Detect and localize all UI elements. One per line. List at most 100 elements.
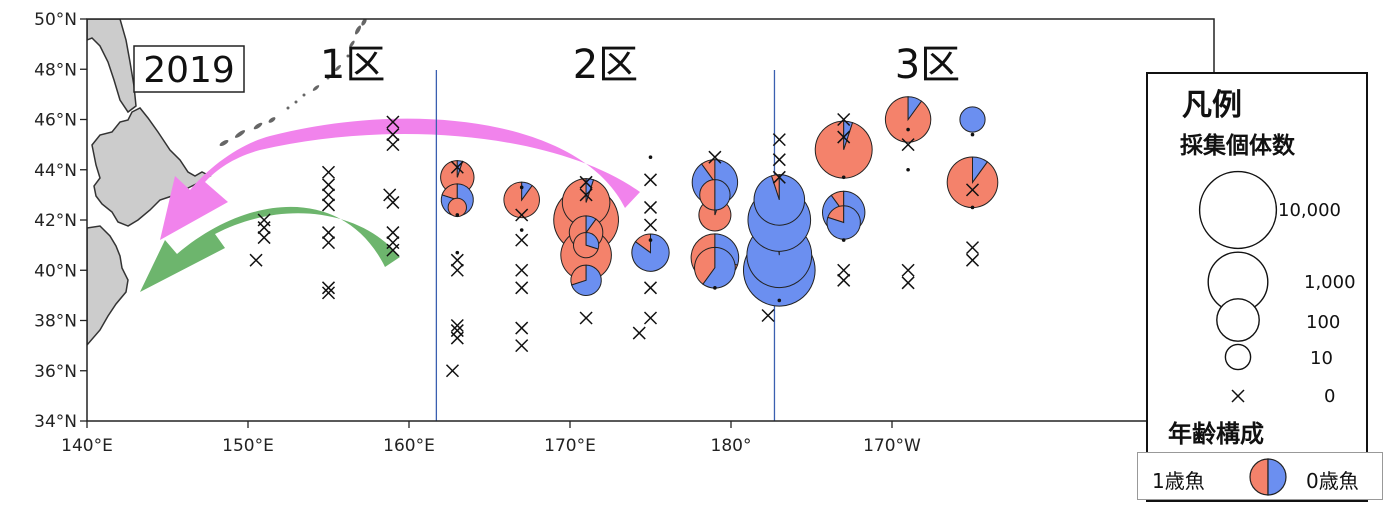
legend-size-label-0: 10,000 [1278, 200, 1341, 221]
legend-size-label-1: 1,000 [1304, 272, 1356, 293]
x-tick-label-2: 160°E [383, 436, 435, 456]
station-zero-catch [643, 311, 658, 325]
station-catch-pie [946, 156, 999, 209]
age1-half [1249, 458, 1269, 496]
station-catch-dot [906, 127, 910, 132]
station-zero-catch [643, 200, 658, 214]
station-zero-catch [321, 165, 336, 179]
y-tick-label-7: 48°N [34, 60, 77, 80]
station-zero-catch [772, 153, 786, 167]
station-zero-catch [386, 128, 400, 142]
x-tick-label-1: 150°E [222, 436, 274, 456]
station-catch-pie [826, 205, 861, 240]
station-zero-catch [772, 170, 786, 184]
station-zero-catch [837, 273, 851, 287]
station-catch-pie [699, 179, 731, 211]
legend-symbol-3 [1224, 343, 1252, 371]
y-tick-label-6: 46°N [34, 111, 77, 131]
x-tick-label-0: 140°E [61, 436, 113, 456]
station-catch-pie [884, 96, 932, 143]
station-zero-catch [321, 188, 336, 202]
station-zero-catch [450, 318, 464, 333]
station-zero-catch [632, 326, 646, 340]
station-markers [249, 96, 999, 378]
legend-count-title: 採集個体数 [1180, 133, 1295, 159]
station-zero-catch [450, 331, 464, 345]
honshu-land [87, 225, 129, 347]
station-catch-dot [455, 250, 460, 255]
station-zero-catch [643, 218, 658, 232]
age-legend-symbol [1249, 458, 1287, 496]
station-catch-dot [519, 185, 524, 190]
station-catch-pie [694, 246, 736, 289]
zone-labels: 1区 2区 3区 [320, 42, 960, 88]
station-zero-catch [515, 208, 529, 222]
station-catch-pie [631, 233, 670, 272]
station-catch-dot [970, 205, 975, 210]
station-zero-catch [257, 221, 271, 235]
station-catch-dot [648, 238, 653, 242]
y-tick-label-2: 38°N [34, 312, 77, 332]
plot-frame [86, 18, 1215, 422]
station-zero-catch [579, 175, 593, 189]
station-zero-catch [965, 183, 980, 197]
station-zero-catch [257, 231, 271, 245]
zone-label-3: 3区 [895, 42, 960, 88]
station-catch-pie [814, 120, 873, 179]
station-zero-catch [321, 198, 336, 212]
station-zero-catch [450, 253, 464, 267]
x-tick-label-3: 170°E [544, 436, 596, 456]
station-zero-catch [450, 263, 464, 277]
station-zero-catch [643, 173, 658, 187]
station-zero-catch [772, 133, 786, 147]
y-axis: 34°N 36°N 38°N 40°N 42°N 44°N 46°N 48°N 50°N [34, 10, 87, 432]
age-legend-box: 1歳魚 0歳魚 [1137, 452, 1383, 500]
station-zero-catch [965, 253, 980, 267]
year-label: 2019 [143, 50, 235, 91]
station-catch-pie [573, 232, 600, 259]
y-tick-label-0: 34°N [34, 412, 77, 432]
station-zero-catch [386, 115, 400, 129]
station-catch-pie [959, 106, 986, 133]
station-zero-catch [515, 321, 529, 335]
legend-size-label-3: 10 [1310, 348, 1333, 369]
green-migration-arrow [140, 206, 400, 292]
station-zero-catch [837, 263, 851, 277]
station-catch-pie [503, 181, 540, 219]
y-tick-label-3: 40°N [34, 261, 77, 281]
station-zero-catch [965, 241, 980, 255]
sakhalin-land [87, 19, 137, 114]
station-zero-catch [901, 276, 915, 290]
station-zero-catch [837, 112, 851, 127]
station-zero-catch [386, 226, 400, 240]
station-zero-catch [450, 160, 464, 174]
station-catch-dot [519, 228, 524, 232]
station-zero-catch [643, 281, 658, 295]
station-zero-catch [386, 138, 400, 152]
station-zero-catch [321, 286, 336, 300]
age1-label: 1歳魚 [1152, 469, 1205, 493]
station-zero-catch [321, 236, 336, 250]
legend-title: 凡例 [1182, 88, 1242, 123]
y-tick-label-1: 36°N [34, 362, 77, 382]
station-zero-catch [901, 138, 915, 152]
station-catch-pie [570, 264, 602, 296]
y-tick-label-4: 42°N [34, 211, 77, 231]
station-zero-catch [515, 263, 529, 277]
x-tick-label-4: 180° [711, 436, 752, 456]
station-zero-catch [579, 188, 593, 202]
station-zero-catch [579, 311, 593, 325]
station-catch-dot [648, 155, 653, 159]
kuril-islands [219, 19, 367, 147]
zone-label-1: 1区 [320, 42, 385, 88]
legend-size-label-2: 100 [1306, 312, 1341, 333]
station-zero-catch [386, 195, 400, 209]
station-zero-catch [383, 188, 397, 202]
age0-label: 0歳魚 [1306, 469, 1359, 493]
legend-symbol-zero [1231, 389, 1245, 403]
station-catch-dot [970, 132, 975, 137]
y-tick-label-5: 44°N [34, 161, 77, 181]
station-zero-catch [515, 233, 529, 247]
x-axis: 140°E 150°E 160°E 170°E 180° 170°W [61, 421, 921, 456]
